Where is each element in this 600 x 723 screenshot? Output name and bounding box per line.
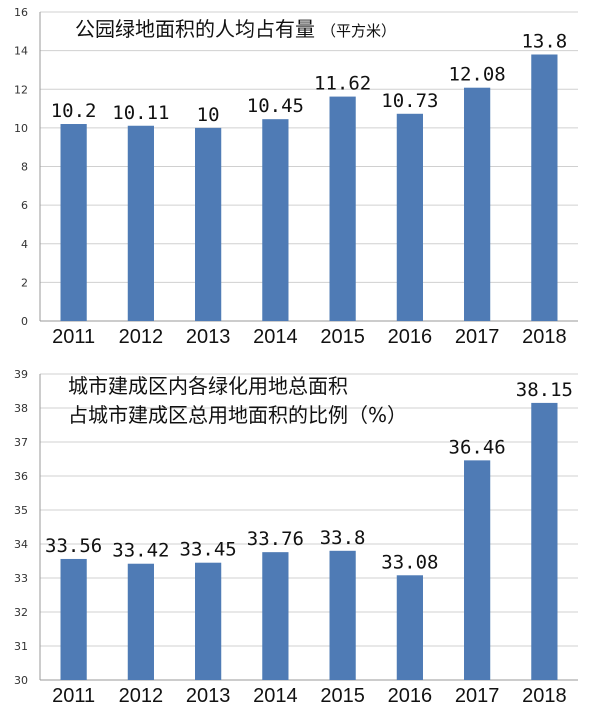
chart-1-bars [60, 54, 558, 322]
bar-2015 [329, 96, 356, 322]
y-tick-label: 10 [14, 122, 28, 135]
y-tick-label: 12 [14, 83, 28, 96]
bar-2012 [127, 125, 154, 321]
x-label-2013: 2013 [186, 326, 231, 348]
y-tick-label: 16 [14, 6, 28, 19]
x-label-2016: 2016 [388, 685, 433, 707]
y-tick-label: 35 [14, 504, 28, 517]
value-label-2013: 10 [197, 104, 220, 126]
x-label-2014: 2014 [253, 326, 298, 348]
y-tick-label: 30 [14, 674, 28, 687]
y-tick-label: 2 [21, 276, 28, 289]
chart-2-title-line-1: 城市建成区内各绿化用地总面积 [68, 374, 348, 398]
chart-2-title-line-2: 占城市建成区总用地面积的比例（%） [68, 403, 407, 427]
value-label-2012: 10.11 [112, 102, 169, 124]
x-label-2017: 2017 [455, 326, 500, 348]
bar-2017 [464, 460, 491, 680]
x-label-2018: 2018 [522, 326, 567, 348]
value-label-2014: 33.76 [247, 528, 304, 550]
bar-2012 [127, 563, 154, 680]
y-tick-label: 33 [14, 572, 28, 585]
value-label-2013: 33.45 [180, 539, 237, 561]
bar-2011 [60, 124, 87, 321]
value-label-2017: 36.46 [449, 436, 506, 458]
chart-1-gridlines [39, 11, 578, 322]
chart-2-value-labels: 33.56 33.42 33.45 33.76 33.8 33.08 36.46 38.15 [45, 379, 573, 573]
value-label-2017: 12.08 [449, 64, 506, 86]
chart-2-y-ticks: 30 31 32 33 34 35 36 37 38 39 [14, 368, 28, 687]
bar-2016 [396, 113, 423, 321]
x-label-2015: 2015 [320, 326, 365, 348]
y-tick-label: 34 [14, 538, 28, 551]
x-label-2014: 2014 [253, 685, 298, 707]
bar-2018 [531, 402, 558, 680]
bar-2013 [195, 562, 222, 680]
x-label-2015: 2015 [320, 685, 365, 707]
value-label-2016: 10.73 [381, 90, 438, 112]
chart-1-title: 公园绿地面积的人均占有量 （平方米） [75, 17, 396, 41]
bar-2015 [329, 550, 356, 680]
x-label-2012: 2012 [119, 326, 164, 348]
value-label-2015: 11.62 [314, 73, 371, 95]
bar-2013 [195, 127, 222, 321]
x-label-2017: 2017 [455, 685, 500, 707]
chart-2-x-labels: 2011 2012 2013 2014 2015 2016 2017 2018 [52, 685, 567, 707]
x-label-2018: 2018 [522, 685, 567, 707]
x-label-2012: 2012 [119, 685, 164, 707]
x-label-2013: 2013 [186, 685, 231, 707]
chart-2-bars [60, 402, 558, 680]
value-label-2018: 38.15 [516, 379, 573, 401]
y-tick-label: 36 [14, 470, 28, 483]
bar-2017 [464, 87, 491, 321]
x-label-2011: 2011 [52, 685, 95, 707]
bar-2014 [262, 119, 289, 321]
y-tick-label: 39 [14, 368, 28, 381]
value-label-2018: 13.8 [521, 30, 567, 52]
y-tick-label: 0 [21, 315, 28, 328]
y-tick-label: 38 [14, 402, 28, 415]
y-tick-label: 31 [14, 640, 28, 653]
value-label-2016: 33.08 [381, 551, 438, 573]
y-tick-label: 37 [14, 436, 28, 449]
y-tick-label: 14 [14, 45, 28, 58]
bar-2016 [396, 575, 423, 680]
chart-1-y-ticks: 0 2 4 6 8 10 12 14 16 [14, 6, 28, 328]
y-tick-label: 32 [14, 606, 28, 619]
value-label-2015: 33.8 [320, 527, 366, 549]
x-label-2011: 2011 [52, 326, 95, 348]
bar-2018 [531, 54, 558, 322]
y-tick-label: 8 [21, 161, 28, 174]
value-label-2012: 33.42 [112, 540, 169, 562]
value-label-2014: 10.45 [247, 95, 304, 117]
value-label-2011: 33.56 [45, 535, 102, 557]
y-tick-label: 6 [21, 199, 28, 212]
chart-1-value-labels: 10.2 10.11 10 10.45 11.62 10.73 12.08 13.8 [51, 30, 568, 125]
y-tick-label: 4 [21, 238, 28, 251]
bar-2014 [262, 552, 289, 680]
green-space-ratio-chart: 30 31 32 33 34 35 36 37 38 39 2011 2012 2013 2014 201… [0, 362, 600, 723]
per-capita-park-area-chart: 0 2 4 6 8 10 12 14 16 2011 2012 2013 2014 2015 2016 20… [0, 0, 600, 352]
chart-1-x-labels: 2011 2012 2013 2014 2015 2016 2017 2018 [52, 326, 567, 348]
bar-2011 [60, 558, 87, 680]
value-label-2011: 10.2 [51, 100, 97, 122]
x-label-2016: 2016 [388, 326, 433, 348]
